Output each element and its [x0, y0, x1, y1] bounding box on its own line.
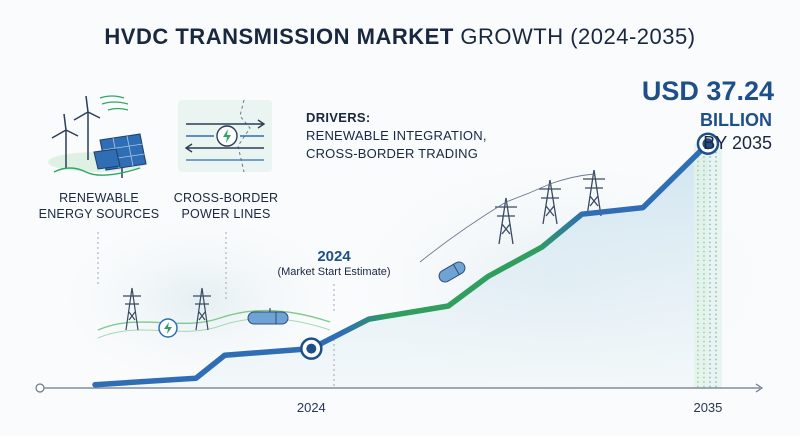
- endpoint-column: [693, 143, 722, 388]
- endpoint-year: BY 2035: [703, 133, 772, 153]
- cable-decoration: [97, 309, 331, 331]
- caption-line: POWER LINES: [181, 207, 271, 221]
- caption-line: ENERGY SOURCES: [38, 207, 160, 221]
- cross-border-caption: CROSS-BORDER POWER LINES: [166, 190, 286, 222]
- drivers-line: RENEWABLE INTEGRATION,: [306, 128, 487, 143]
- caption-line: RENEWABLE: [59, 191, 139, 205]
- pylon-icon: [583, 169, 605, 217]
- title-bold: HVDC TRANSMISSION MARKET: [104, 24, 454, 49]
- endpoint-unit: BILLION: [700, 110, 772, 130]
- page-title: HVDC TRANSMISSION MARKET GROWTH (2024-20…: [0, 24, 800, 50]
- cable-decoration: [97, 317, 331, 339]
- pylon-icon: [123, 287, 141, 331]
- area-fill: [95, 143, 708, 388]
- drivers-line: CROSS-BORDER TRADING: [306, 146, 479, 161]
- marker-2024: [300, 337, 323, 360]
- cable-capsule-icon: [247, 308, 289, 325]
- cable-capsule-icon: [438, 261, 466, 283]
- cross-border-lines-icon: [178, 99, 272, 173]
- pylon-icon: [193, 287, 211, 331]
- renewable-caption: RENEWABLE ENERGY SOURCES: [34, 190, 164, 222]
- x-axis: [35, 383, 764, 393]
- x-tick-label: 2024: [296, 400, 326, 415]
- milestone-year: 2024: [317, 248, 351, 265]
- milestone-note: (Market Start Estimate): [277, 266, 391, 278]
- endpoint-column-fill: [693, 143, 722, 388]
- power-line: [419, 173, 595, 263]
- title-light: GROWTH (2024-2035): [460, 24, 696, 49]
- caption-line: CROSS-BORDER: [173, 191, 279, 205]
- pylon-icon: [539, 179, 561, 225]
- pylon-icon: [495, 197, 517, 245]
- endpoint-value: USD 37.24: [641, 76, 774, 106]
- series-line: [92, 140, 711, 388]
- renewable-energy-icon: [48, 95, 148, 178]
- drivers-heading: DRIVERS:: [306, 110, 371, 125]
- x-tick-label: 2035: [693, 400, 723, 415]
- marker-2035: [696, 132, 720, 155]
- bolt-icon: [158, 318, 178, 338]
